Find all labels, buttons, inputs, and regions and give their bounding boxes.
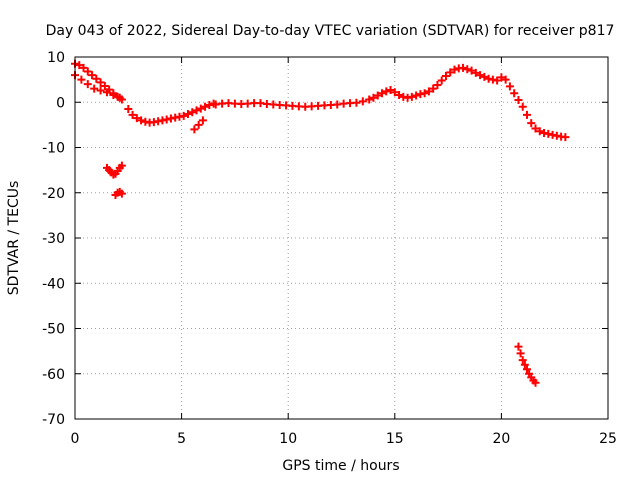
data-point [437,76,446,85]
data-point [365,95,374,104]
data-point [79,63,88,72]
data-point [450,65,459,74]
data-point [92,74,101,83]
x-tick-label: 5 [177,431,186,447]
data-point [476,71,485,80]
data-point [407,92,416,101]
data-point [128,110,137,119]
axis-ticks: 0 5 10 15 20 25 10 0 -10 -20 -30 -40 -50 -60 -70 [42,50,617,447]
data-point [117,189,126,198]
data-point [459,63,468,72]
data-point [531,378,540,387]
data-point [514,95,523,104]
y-tick-label: -60 [42,367,65,383]
data-point [77,75,86,84]
data-point [441,72,450,81]
data-point [520,360,529,369]
data-point [115,93,124,102]
data-point [100,81,109,90]
data-point [382,87,391,96]
data-point [480,72,489,81]
data-point [201,102,210,111]
data-point [83,67,92,76]
data-point [493,76,502,85]
x-tick-label: 10 [279,431,297,447]
data-point [420,89,429,98]
data-point [412,91,421,100]
data-point [192,106,201,115]
data-point [198,116,207,125]
data-point [471,68,480,77]
data-point [75,61,84,70]
data-point [369,93,378,102]
data-point [386,86,395,95]
data-point [390,88,399,97]
data-point [535,127,544,136]
data-point [190,125,199,134]
data-point [522,110,531,119]
data-point [378,89,387,98]
data-point [132,114,141,123]
chart-title: Day 043 of 2022, Sidereal Day-to-day VTE… [46,23,615,39]
data-point [467,66,476,75]
data-point [433,81,442,90]
data-point [117,161,126,170]
y-tick-label: -30 [42,231,65,247]
data-point [196,104,205,113]
y-axis-title: SDTVAR / TECUs [6,181,22,296]
data-point [96,78,105,87]
data-point [561,133,570,142]
x-axis-title: GPS time / hours [282,458,399,474]
data-point [531,124,540,133]
x-tick-label: 0 [71,431,80,447]
x-tick-label: 25 [599,431,617,447]
x-tick-label: 15 [386,431,404,447]
y-tick-label: -20 [42,186,65,202]
x-tick-label: 20 [492,431,510,447]
data-point [102,88,111,97]
data-point [505,82,514,91]
y-tick-label: -70 [42,412,65,428]
data-point [518,356,527,365]
data-point [194,120,203,129]
data-point [497,73,506,82]
data-point [179,111,188,120]
y-tick-label: 0 [56,95,65,111]
data-point [522,365,531,374]
data-point [501,75,510,84]
data-point [516,349,525,358]
y-tick-label: -10 [42,141,65,157]
data-point [137,116,146,125]
data-point [510,89,519,98]
data-point [183,110,192,119]
data-point [124,105,133,114]
data-point [96,86,105,95]
data-point [446,68,455,77]
data-point [88,71,97,80]
data-point [83,80,92,89]
y-tick-label: -50 [42,322,65,338]
plot-frame [74,56,609,420]
data-point [527,119,536,128]
data-point [109,91,118,100]
data-point [352,98,361,107]
data-point [424,87,433,96]
y-tick-label: 10 [47,50,65,66]
data-point [188,108,197,117]
data-point [518,102,527,111]
data-point [395,91,404,100]
data-points [71,59,570,387]
data-point [373,91,382,100]
data-point [358,97,367,106]
data-point [90,84,99,93]
data-point [514,342,523,351]
y-tick-label: -40 [42,276,65,292]
data-point [429,84,438,93]
data-point [463,65,472,74]
